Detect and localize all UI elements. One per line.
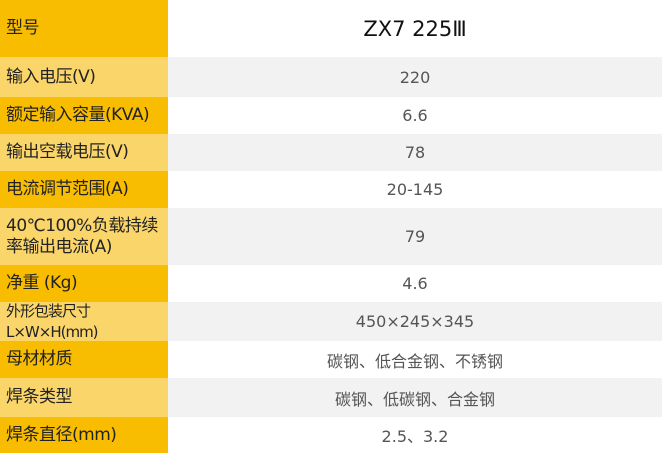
spec-label: 输入电压(V) xyxy=(0,57,168,97)
spec-label: 电流调节范围(A) xyxy=(0,171,168,208)
spec-value: 79 xyxy=(168,208,662,265)
spec-value: 6.6 xyxy=(168,97,662,134)
table-row: 焊条类型 碳钢、低碳钢、合金钢 xyxy=(0,378,662,417)
spec-label: 外形包装尺寸L×W×H(mm) xyxy=(0,302,168,341)
table-row: 40℃100%负载持续率输出电流(A) 79 xyxy=(0,208,662,265)
spec-value: 碳钢、低碳钢、合金钢 xyxy=(168,378,662,417)
spec-label: 型号 xyxy=(0,0,168,57)
table-row: 型号 ZX7 225Ⅲ xyxy=(0,0,662,57)
spec-label: 40℃100%负载持续率输出电流(A) xyxy=(0,208,168,265)
table-row: 外形包装尺寸L×W×H(mm) 450×245×345 xyxy=(0,302,662,341)
spec-value: 4.6 xyxy=(168,265,662,302)
table-row: 输入电压(V) 220 xyxy=(0,57,662,97)
spec-label: 母材材质 xyxy=(0,341,168,378)
table-row: 焊条直径(mm) 2.5、3.2 xyxy=(0,417,662,453)
spec-value: 220 xyxy=(168,57,662,97)
table-row: 净重 (Kg) 4.6 xyxy=(0,265,662,302)
spec-label: 输出空载电压(V) xyxy=(0,134,168,171)
table-row: 电流调节范围(A) 20-145 xyxy=(0,171,662,208)
spec-value: 450×245×345 xyxy=(168,302,662,341)
spec-label: 焊条直径(mm) xyxy=(0,417,168,453)
table-row: 母材材质 碳钢、低合金钢、不锈钢 xyxy=(0,341,662,378)
spec-value: 碳钢、低合金钢、不锈钢 xyxy=(168,341,662,378)
table-row: 输出空载电压(V) 78 xyxy=(0,134,662,171)
spec-label: 额定输入容量(KVA) xyxy=(0,97,168,134)
spec-label: 焊条类型 xyxy=(0,378,168,417)
spec-label: 净重 (Kg) xyxy=(0,265,168,302)
spec-value: 78 xyxy=(168,134,662,171)
spec-value: 20-145 xyxy=(168,171,662,208)
spec-value: ZX7 225Ⅲ xyxy=(168,0,662,57)
table-row: 额定输入容量(KVA) 6.6 xyxy=(0,97,662,134)
spec-value: 2.5、3.2 xyxy=(168,417,662,453)
